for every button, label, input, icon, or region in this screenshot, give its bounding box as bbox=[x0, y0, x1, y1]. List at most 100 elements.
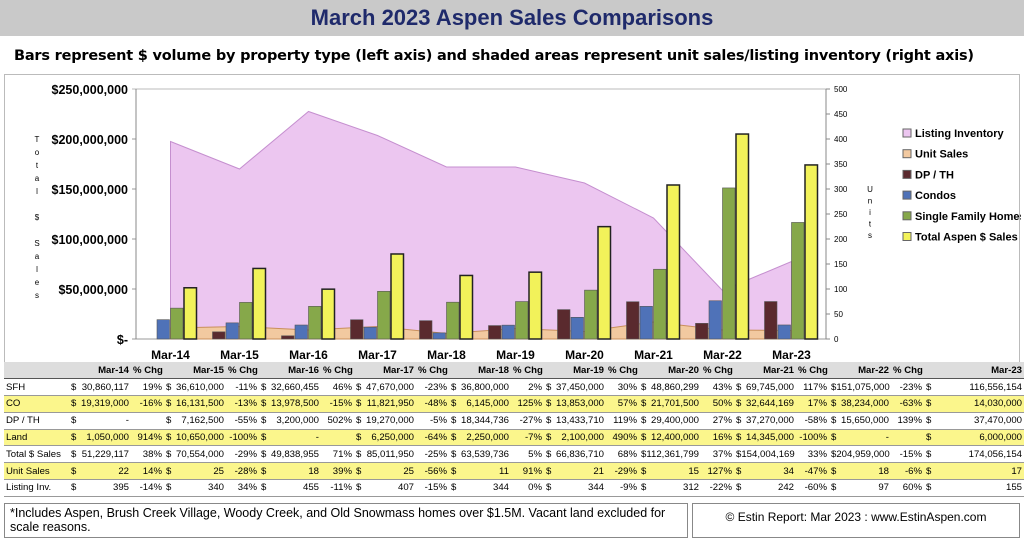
bar-condos bbox=[363, 326, 377, 340]
pct-change-cell: -23% bbox=[891, 378, 924, 397]
value-text: 21,701,500 bbox=[650, 398, 699, 410]
value-cell: $29,400,000 bbox=[639, 412, 701, 430]
row-label: SFH bbox=[4, 378, 69, 397]
y2-tick-label: 500 bbox=[834, 85, 848, 94]
pct-change-cell: 34% bbox=[226, 479, 259, 497]
pct-change-cell: 490% bbox=[606, 429, 639, 447]
bar-total-aspen-sales bbox=[459, 274, 474, 340]
value-text: 344 bbox=[492, 482, 509, 494]
bar-dp-th bbox=[212, 331, 226, 340]
y-tick-label: $- bbox=[117, 333, 128, 347]
value-cell: $25 bbox=[354, 462, 416, 481]
value-cell: $37,470,000 bbox=[924, 412, 1024, 430]
legend-label: Unit Sales bbox=[915, 149, 968, 161]
legend-label: Condos bbox=[915, 190, 956, 202]
pct-change-cell: -6% bbox=[891, 462, 924, 481]
header-cell: Mar-16 bbox=[259, 362, 321, 380]
table-row: Land $1,050,000 914% $10,650,000 -100% $ - $6,2… bbox=[4, 429, 1024, 447]
pct-change-cell: 39% bbox=[321, 462, 354, 481]
value-text: 19,319,000 bbox=[80, 398, 129, 410]
currency-symbol: $ bbox=[261, 432, 267, 444]
bar-dp-th bbox=[281, 335, 295, 340]
pct-change-cell: -15% bbox=[891, 445, 924, 464]
y2-tick-label: 50 bbox=[834, 310, 843, 319]
value-cell: $13,978,500 bbox=[259, 395, 321, 413]
value-cell: $455 bbox=[259, 479, 321, 497]
pct-change-cell: 5% bbox=[511, 445, 544, 464]
y-tick-label: $150,000,000 bbox=[52, 183, 129, 197]
pct-change-cell: 57% bbox=[606, 395, 639, 413]
currency-symbol: $ bbox=[451, 448, 457, 460]
value-cell: $85,011,950 bbox=[354, 445, 416, 464]
value-text: 18,344,736 bbox=[460, 415, 509, 427]
value-cell: $36,610,000 bbox=[164, 378, 226, 397]
currency-symbol: $ bbox=[166, 398, 172, 410]
currency-symbol: $ bbox=[546, 432, 552, 444]
value-text: 6,250,000 bbox=[371, 432, 414, 444]
value-cell: $14,030,000 bbox=[924, 395, 1024, 413]
value-cell: $407 bbox=[354, 479, 416, 497]
currency-symbol: $ bbox=[831, 415, 837, 427]
pct-change-cell: -14% bbox=[131, 479, 164, 497]
pct-change-cell: -60% bbox=[796, 479, 829, 497]
bar-single-family-homes bbox=[653, 268, 667, 340]
pct-change-cell: -15% bbox=[416, 479, 449, 497]
value-text: 21 bbox=[593, 465, 604, 477]
credit: © Estin Report: Mar 2023 : www.EstinAspe… bbox=[692, 503, 1020, 538]
value-text: - bbox=[315, 432, 319, 444]
currency-symbol: $ bbox=[736, 432, 742, 444]
legend-swatch bbox=[902, 169, 912, 179]
value-text: 32,644,169 bbox=[745, 398, 794, 410]
pct-change-cell: 91% bbox=[511, 462, 544, 481]
pct-change-cell: -11% bbox=[226, 378, 259, 397]
bar-condos bbox=[432, 332, 446, 340]
value-cell: $395 bbox=[69, 479, 131, 497]
y2-tick-label: 0 bbox=[834, 335, 839, 344]
bar-dp-th bbox=[419, 320, 433, 340]
header-cell: Mar-14 bbox=[69, 362, 131, 380]
bar-single-family-homes bbox=[446, 301, 460, 340]
currency-symbol: $ bbox=[451, 432, 457, 444]
header-cell: % Chg bbox=[131, 362, 164, 380]
bar-condos bbox=[570, 316, 584, 340]
header-cell: % Chg bbox=[321, 362, 354, 380]
value-cell: $25 bbox=[164, 462, 226, 481]
pct-change-cell: -9% bbox=[606, 479, 639, 497]
pct-change-cell: 33% bbox=[796, 445, 829, 464]
currency-symbol: $ bbox=[641, 415, 647, 427]
header-cell: % Chg bbox=[416, 362, 449, 380]
x-tick-label: Mar-21 bbox=[634, 348, 673, 362]
currency-symbol: $ bbox=[356, 432, 362, 444]
y-axis-title: Total $ Sales bbox=[33, 135, 42, 304]
pct-change-cell: 125% bbox=[511, 395, 544, 413]
value-cell: $ - bbox=[259, 429, 321, 447]
currency-symbol: $ bbox=[641, 381, 647, 393]
value-text: 34 bbox=[783, 465, 794, 477]
value-text: 16,131,500 bbox=[175, 398, 224, 410]
table-row: DP / TH $ - $7,162,500 -55% $3,200,000 502% $19… bbox=[4, 412, 1024, 430]
pct-change-cell: 43% bbox=[701, 378, 734, 397]
value-text: 2,250,000 bbox=[466, 432, 509, 444]
currency-symbol: $ bbox=[166, 432, 172, 444]
header-cell: % Chg bbox=[796, 362, 829, 380]
pct-change-cell: 117% bbox=[796, 378, 829, 397]
pct-change-cell: 30% bbox=[606, 378, 639, 397]
pct-change-cell: -63% bbox=[891, 395, 924, 413]
value-text: 51,229,117 bbox=[81, 448, 129, 460]
pct-change-cell: -47% bbox=[796, 462, 829, 481]
bar-single-family-homes bbox=[791, 222, 805, 340]
value-text: 85,011,950 bbox=[366, 448, 414, 460]
legend-swatch bbox=[902, 128, 912, 138]
value-text: 25 bbox=[213, 465, 224, 477]
pct-change-cell: -5% bbox=[416, 412, 449, 430]
value-cell: $344 bbox=[544, 479, 606, 497]
pct-change-cell: 16% bbox=[701, 429, 734, 447]
pct-change-cell: 37% bbox=[701, 445, 734, 464]
bar-condos bbox=[501, 324, 515, 340]
bar-single-family-homes bbox=[170, 307, 184, 340]
currency-symbol: $ bbox=[831, 432, 837, 444]
value-cell: $154,004,169 bbox=[734, 445, 796, 464]
value-cell: $47,670,000 bbox=[354, 378, 416, 397]
pct-change-cell: 17% bbox=[796, 395, 829, 413]
pct-change-cell: -100% bbox=[226, 429, 259, 447]
